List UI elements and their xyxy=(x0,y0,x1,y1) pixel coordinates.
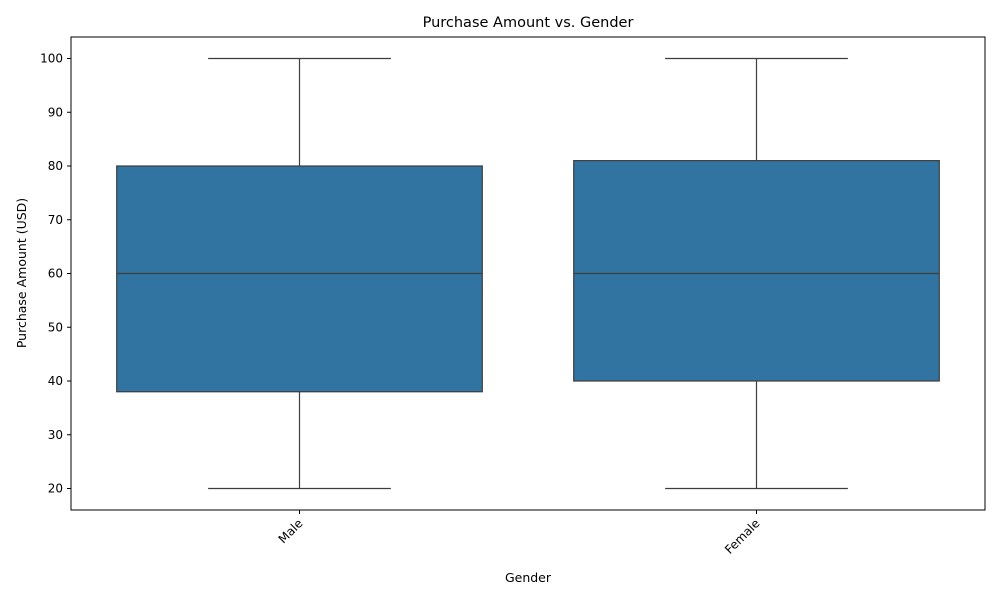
y-tick-label: 20 xyxy=(48,482,63,496)
iqr-box-female xyxy=(573,160,940,382)
chart-title: Purchase Amount vs. Gender xyxy=(423,15,634,31)
y-tick-label: 90 xyxy=(48,105,63,119)
y-tick-label: 80 xyxy=(48,159,63,173)
y-tick-label: 60 xyxy=(48,267,63,281)
y-tick-label: 30 xyxy=(48,428,63,442)
x-tick-label: Male xyxy=(276,516,306,546)
boxes-layer xyxy=(116,57,940,490)
y-tick-label: 70 xyxy=(48,213,63,227)
y-axis-ticks: 20 30 40 50 60 70 80 90 100 xyxy=(40,52,71,496)
x-tick-label: Female xyxy=(722,516,763,557)
y-tick-label: 50 xyxy=(48,320,63,334)
y-tick-label: 40 xyxy=(48,374,63,388)
iqr-box-male xyxy=(116,165,483,393)
x-axis-title: Gender xyxy=(505,570,552,585)
y-axis-title: Purchase Amount (USD) xyxy=(14,198,29,348)
x-axis-ticks: Male Female xyxy=(276,510,763,557)
y-tick-label: 100 xyxy=(40,52,63,66)
